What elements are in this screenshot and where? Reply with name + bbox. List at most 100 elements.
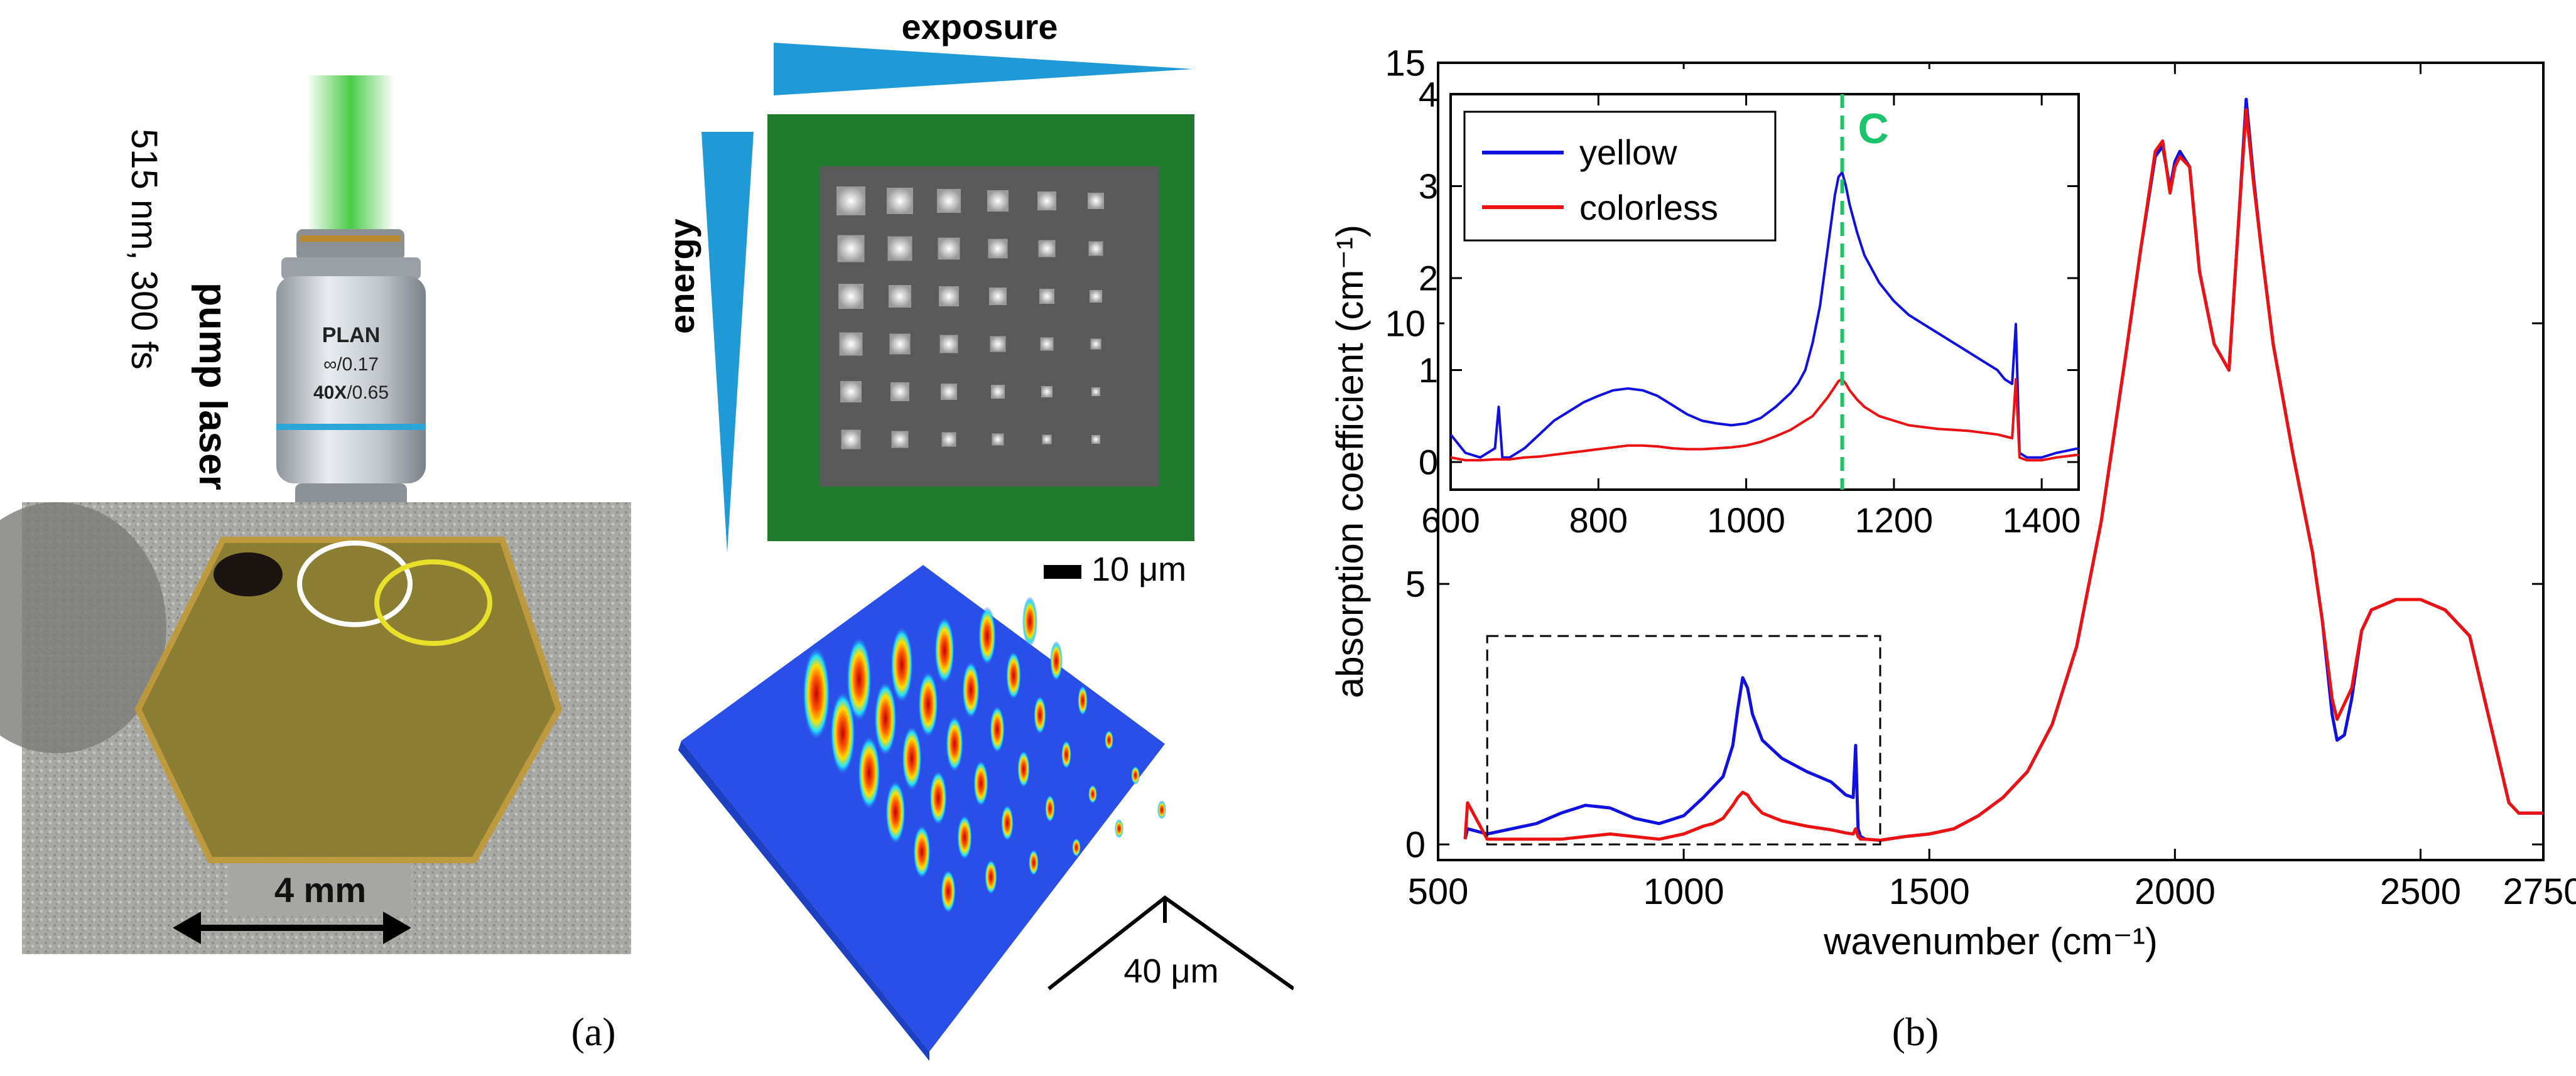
intensity-peak [990, 706, 1005, 753]
grid-scale-bar [1044, 565, 1081, 579]
intensity-peak [830, 691, 855, 775]
x-tick-label: 1400 [2003, 500, 2081, 540]
laser-spot [1042, 434, 1052, 444]
scale-arrowhead-left [173, 912, 201, 944]
laser-spot [992, 433, 1004, 446]
y-tick-label: 5 [1405, 564, 1426, 605]
intensity-peak [978, 606, 996, 665]
laser-spot [1037, 191, 1056, 210]
panel-b: 500 1000 1500 2000 2500 2750 0 5 10 15 wavenumber… [1294, 0, 2576, 1073]
mount-disc [0, 502, 166, 753]
energy-label: energy [662, 218, 701, 334]
laser-spot [939, 286, 959, 306]
intensity-peak [847, 637, 872, 722]
panel-a-figure: pump laser 515 nm, 300 fs PLAN ∞/0.17 40… [0, 7, 1295, 1061]
panel-a: pump laser 515 nm, 300 fs PLAN ∞/0.17 40… [0, 7, 1295, 1061]
laser-spot [889, 333, 911, 355]
intensity-peak [913, 825, 931, 879]
c-marker-label: C [1858, 105, 1889, 153]
white-circle-marker [297, 541, 413, 627]
y-tick-label: 2 [1419, 259, 1438, 298]
intensity-peak [803, 647, 830, 741]
intensity-peak [985, 859, 997, 895]
intensity-peak [1078, 686, 1088, 716]
objective-lens: PLAN ∞/0.17 40X/0.65 [276, 229, 426, 523]
inset-legend: yellow colorless [1463, 110, 1777, 242]
y-tick-label: 3 [1419, 166, 1438, 206]
intensity-peak [973, 760, 988, 807]
energy-wedge [701, 132, 754, 552]
inset-frame [1449, 93, 2080, 491]
y-tick-label: 0 [1405, 824, 1426, 865]
diamond-sample [134, 537, 563, 863]
series-line-yellow [1449, 171, 2079, 459]
laser-spot [939, 335, 958, 353]
sample-scale-label: 4 mm [274, 870, 366, 910]
laser-spot [1039, 289, 1054, 304]
intensity-peak [1034, 696, 1046, 734]
x-tick-label: 800 [1569, 500, 1628, 540]
lens-magnification: 40X/0.65 [313, 382, 389, 403]
laser-spot [1088, 241, 1103, 256]
laser-spot [891, 431, 909, 448]
x-tick-label: 600 [1421, 500, 1480, 540]
laser-spot [1090, 290, 1102, 303]
x-tick-label: 1200 [1855, 500, 1934, 540]
laser-spot [841, 429, 861, 449]
laser-spot [937, 189, 961, 213]
laser-spot [1091, 387, 1100, 396]
laser-spot [941, 384, 957, 400]
caption-b: (b) [1892, 1009, 1939, 1054]
exposure-wedge [774, 43, 1193, 95]
x-tick-label: 500 [1408, 871, 1469, 912]
y-tick-label: 1 [1419, 350, 1438, 390]
x-tick-label: 1000 [1643, 871, 1724, 912]
pump-laser-title: pump laser [191, 282, 234, 490]
laser-spot [938, 237, 960, 260]
lens-spec: ∞/0.17 [323, 354, 379, 375]
y-axis-label: absorption coefficient (cm⁻¹) [1329, 225, 1371, 698]
laser-spot [838, 284, 863, 309]
intensity-peak [858, 736, 880, 810]
laser-spot [1040, 337, 1054, 351]
y-tick-label: 0 [1419, 443, 1438, 482]
peak-grid [803, 596, 1166, 913]
intensity-peak [1050, 641, 1063, 681]
intensity-peak [941, 869, 956, 913]
zoom-region-box [1486, 635, 1881, 846]
scale-arrowhead-right [383, 912, 411, 944]
intensity-peak [929, 770, 947, 826]
intensity-peak [1029, 849, 1039, 876]
lens-brand: PLAN [322, 323, 381, 347]
inset-series [1449, 171, 2079, 462]
laser-spot [1091, 435, 1100, 444]
laser-spot [836, 186, 865, 215]
laser-spot [1088, 193, 1104, 209]
intensity-peak [1061, 740, 1071, 769]
dark-inclusion [214, 552, 283, 596]
spot-array-image [767, 114, 1194, 541]
y-tick-label: 15 [1385, 43, 1426, 83]
laser-spot [1038, 240, 1056, 257]
x-tick-label: 2750 [2503, 871, 2576, 912]
legend-label-colorless: colorless [1579, 188, 1718, 227]
laser-spot [837, 235, 865, 262]
main-plot-frame [1437, 62, 2545, 861]
laser-spot [839, 332, 863, 356]
map-scale-label: 40 μm [1123, 952, 1218, 990]
grid-scale-label: 10 μm [1091, 551, 1186, 588]
laser-spot [887, 236, 912, 261]
intensity-peak [1115, 819, 1123, 838]
y-tick-label: 10 [1385, 303, 1426, 344]
laser-spot [941, 432, 956, 447]
laser-spot [887, 188, 913, 214]
intensity-peak [1131, 766, 1140, 785]
x-tick-label: 1000 [1707, 500, 1785, 540]
intensity-peak [874, 681, 897, 756]
laser-spot [840, 381, 862, 402]
main-series [1463, 97, 2543, 842]
yellow-circle-marker [374, 559, 492, 646]
spot-grid [836, 186, 1104, 449]
inset-axis-ticks: 600 800 1000 1200 1400 0 1 2 3 4 [1419, 75, 2081, 540]
laser-spot [987, 190, 1009, 212]
